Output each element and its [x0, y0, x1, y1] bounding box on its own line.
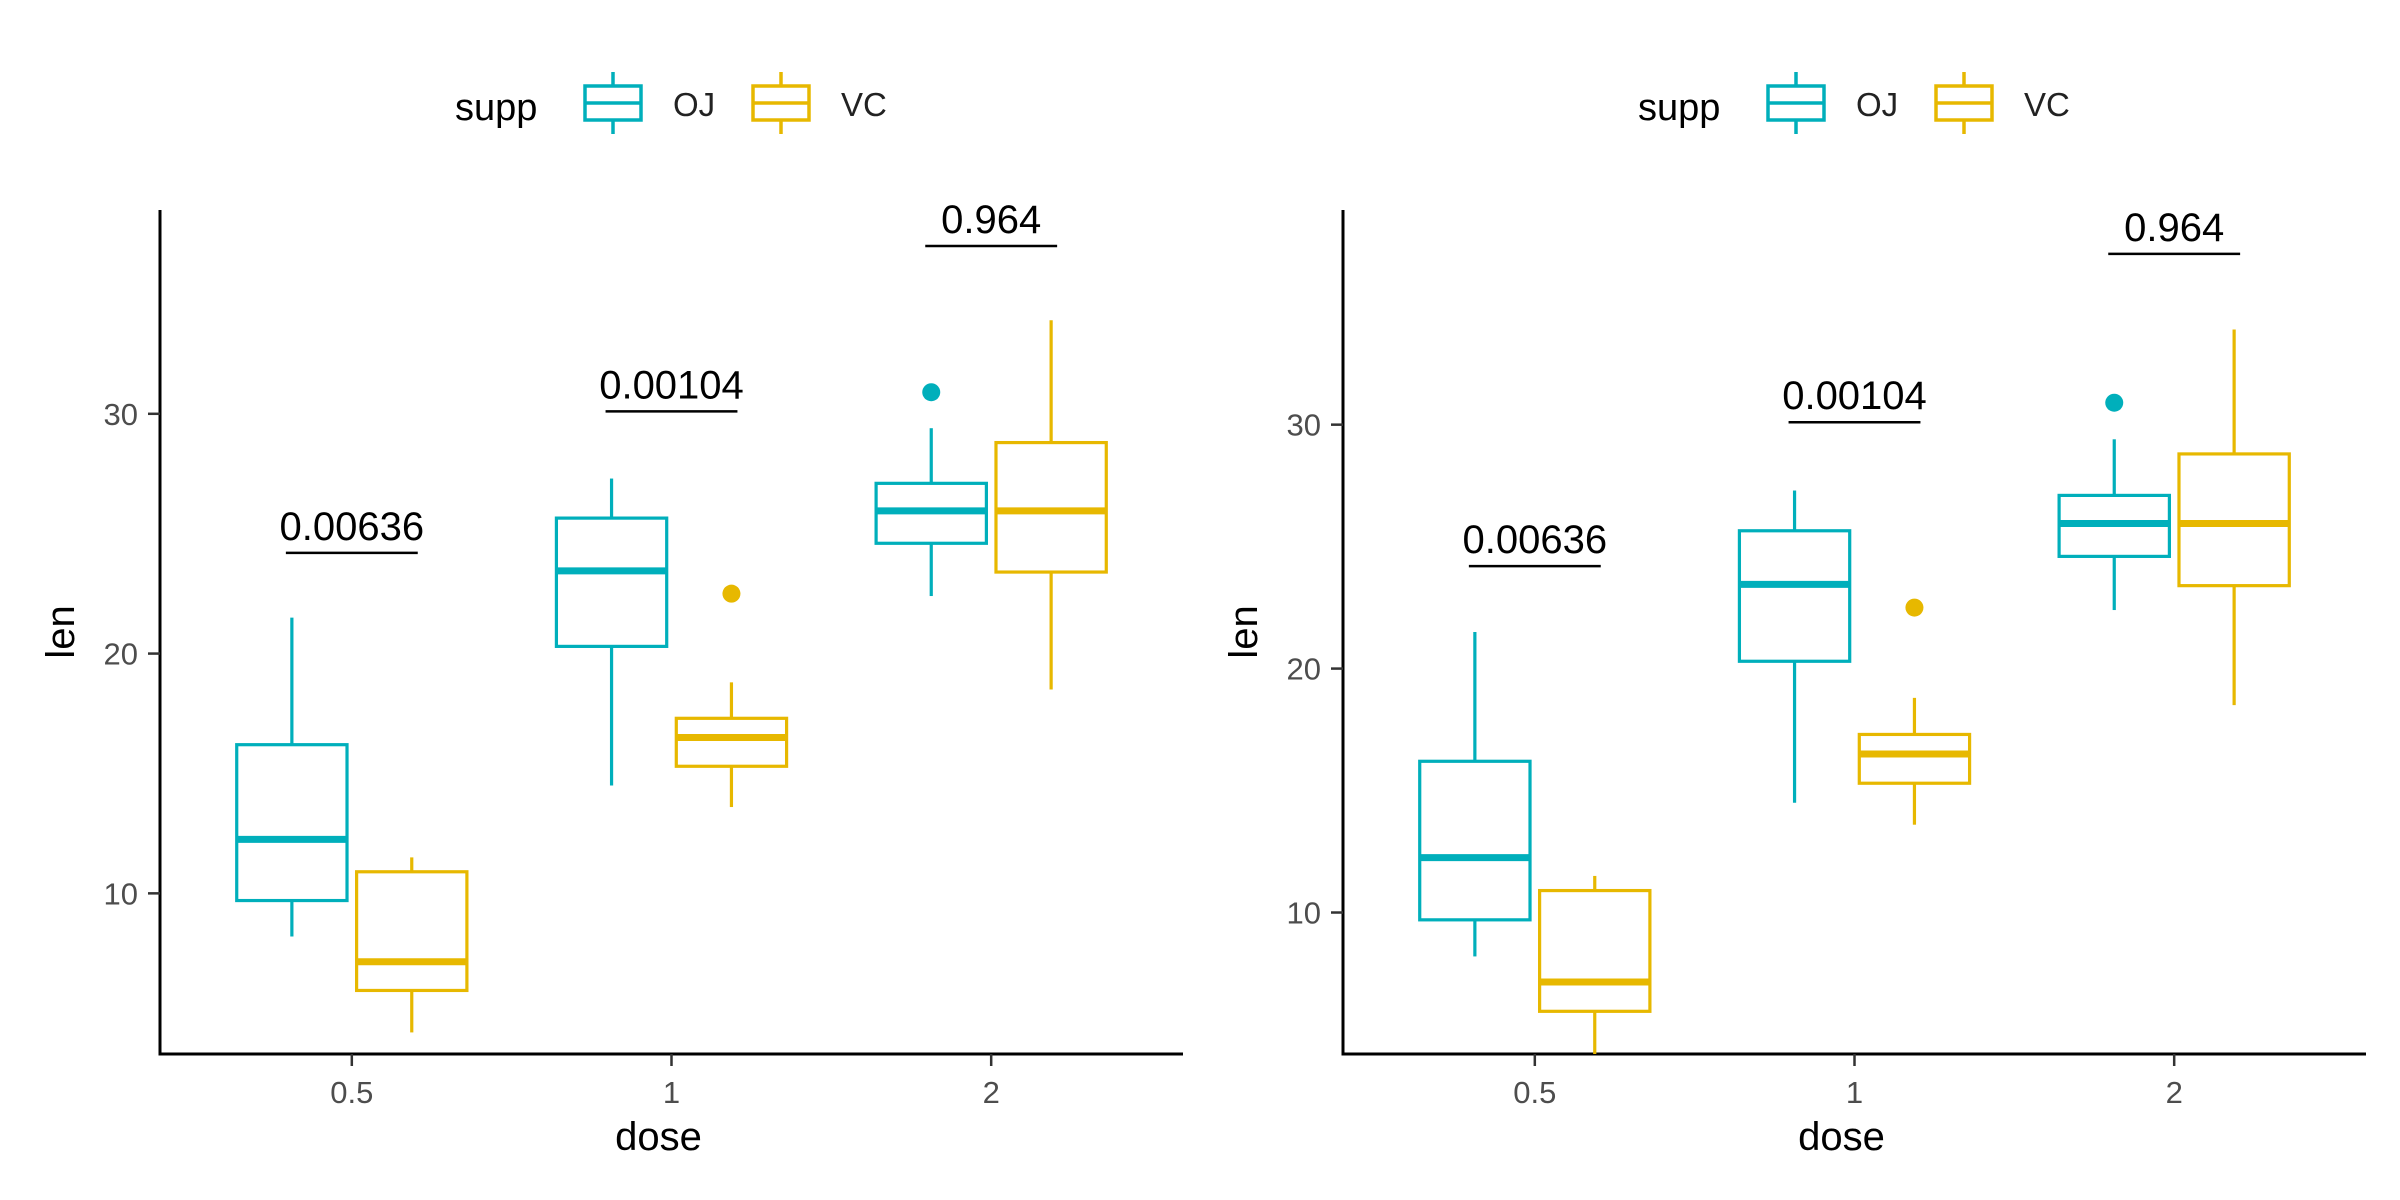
p-value-2: 0.964: [925, 198, 1058, 248]
p-value-0.5: 0.00636: [1463, 518, 1608, 568]
x-tick-label-0.5: 0.5: [330, 1075, 373, 1110]
box-iqr: [2177, 452, 2291, 588]
outlier-point: [922, 383, 941, 402]
y-tick-label-20: 20: [1287, 652, 1321, 687]
box-iqr: [674, 716, 789, 768]
p-value-label: 0.964: [2124, 206, 2224, 250]
legend-key-oj: [583, 72, 643, 134]
outlier-point: [1905, 598, 1924, 617]
box-iqr: [1857, 732, 1972, 785]
box-vc-2: [2177, 329, 2291, 706]
box-vc-0.5: [355, 857, 469, 1033]
y-tick-label-10: 10: [1287, 896, 1321, 931]
legend-title: supp: [455, 87, 537, 129]
y-tick-label-30: 30: [1287, 408, 1321, 443]
p-value-label: 0.00636: [280, 505, 425, 549]
box-iqr: [1538, 888, 1652, 1013]
legend-key-vc: [1934, 72, 1994, 134]
legend-label-oj: OJ: [673, 86, 715, 123]
chart-panel-2: supp OJ VC 10 20 30 0.5 1 2 dose len 0.00636 0.00104…: [1222, 72, 2366, 1159]
box-iqr: [1737, 529, 1852, 663]
y-tick-label-10: 10: [104, 876, 138, 911]
p-value-1: 0.00104: [1782, 374, 1927, 424]
box-vc-1: [1857, 598, 1972, 825]
p-value-1: 0.00104: [599, 363, 744, 413]
outlier-point: [722, 584, 741, 603]
chart-panel-1: supp OJ VC 10 20 30 0.5 1 2 dose len 0.00636 0.00104…: [39, 72, 1183, 1159]
box-oj-2: [2057, 393, 2171, 611]
x-tick-label-2: 2: [2166, 1075, 2183, 1110]
legend-key-vc: [751, 72, 811, 134]
x-tick-label-2: 2: [983, 1075, 1000, 1110]
p-value-label: 0.964: [941, 198, 1041, 242]
legend: supp OJ VC: [455, 72, 887, 134]
box-oj-1: [1737, 490, 1852, 803]
box-vc-0.5: [1538, 875, 1652, 1054]
box-iqr: [554, 516, 669, 648]
y-axis-title: len: [39, 605, 83, 658]
p-value-2: 0.964: [2108, 206, 2241, 256]
box-vc-1: [674, 584, 789, 808]
x-tick-label-1: 1: [1846, 1075, 1863, 1110]
box-iqr: [355, 870, 469, 993]
box-vc-2: [994, 320, 1108, 690]
box-iqr: [235, 743, 349, 903]
box-iqr: [994, 440, 1108, 574]
box-oj-0.5: [235, 617, 349, 937]
legend-label-vc: VC: [841, 86, 887, 123]
outlier-point: [2105, 393, 2124, 412]
x-axis-title: dose: [1798, 1115, 1885, 1159]
x-axis-title: dose: [615, 1115, 702, 1159]
x-tick-label-0.5: 0.5: [1513, 1075, 1556, 1110]
box-iqr: [1418, 759, 1532, 922]
x-tick-label-1: 1: [663, 1075, 680, 1110]
box-oj-0.5: [1418, 632, 1532, 957]
legend-label-oj: OJ: [1856, 86, 1898, 123]
legend-label-vc: VC: [2024, 86, 2070, 123]
p-value-label: 0.00104: [1782, 374, 1927, 418]
y-axis-title: len: [1222, 605, 1266, 658]
p-value-label: 0.00636: [1463, 518, 1608, 562]
legend-title: supp: [1638, 87, 1720, 129]
p-value-label: 0.00104: [599, 363, 744, 407]
y-tick-label-20: 20: [104, 637, 138, 672]
y-tick-label-30: 30: [104, 397, 138, 432]
legend: supp OJ VC: [1638, 72, 2070, 134]
p-value-0.5: 0.00636: [280, 505, 425, 555]
box-oj-1: [554, 478, 669, 786]
legend-key-oj: [1766, 72, 1826, 134]
box-oj-2: [874, 383, 988, 597]
